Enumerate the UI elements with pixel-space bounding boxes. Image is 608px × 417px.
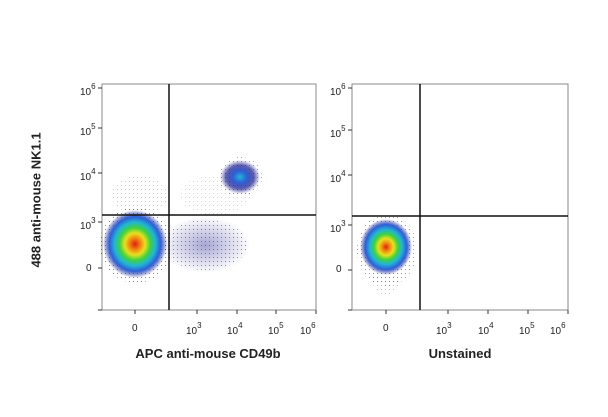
y-tick-0: 0 — [336, 264, 342, 275]
x-tick-1e4: 104 — [227, 321, 243, 337]
x-tick-1e3: 103 — [436, 321, 452, 337]
y-tick-1e6: 106 — [80, 82, 96, 98]
x-tick-0: 0 — [132, 323, 138, 334]
x-axis-label-left: APC anti-mouse CD49b — [135, 346, 281, 361]
x-tick-1e3: 103 — [186, 321, 202, 337]
y-tick-1e6: 106 — [330, 82, 346, 98]
x-axis-label-right: Unstained — [428, 346, 492, 361]
y-tick-1e4: 104 — [330, 169, 346, 185]
y-tick-1e3: 103 — [330, 219, 346, 235]
x-tick-0: 0 — [383, 323, 389, 334]
y-tick-0: 0 — [86, 263, 92, 274]
y-tick-1e5: 105 — [80, 122, 96, 138]
x-tick-1e6: 106 — [300, 321, 316, 337]
y-tick-1e5: 105 — [330, 124, 346, 140]
x-tick-1e5: 105 — [268, 321, 284, 337]
x-tick-1e4: 104 — [478, 321, 494, 337]
x-tick-1e5: 105 — [519, 321, 535, 337]
x-tick-1e6: 106 — [550, 321, 566, 337]
y-tick-1e4: 104 — [80, 167, 96, 183]
y-tick-1e3: 103 — [80, 216, 96, 232]
